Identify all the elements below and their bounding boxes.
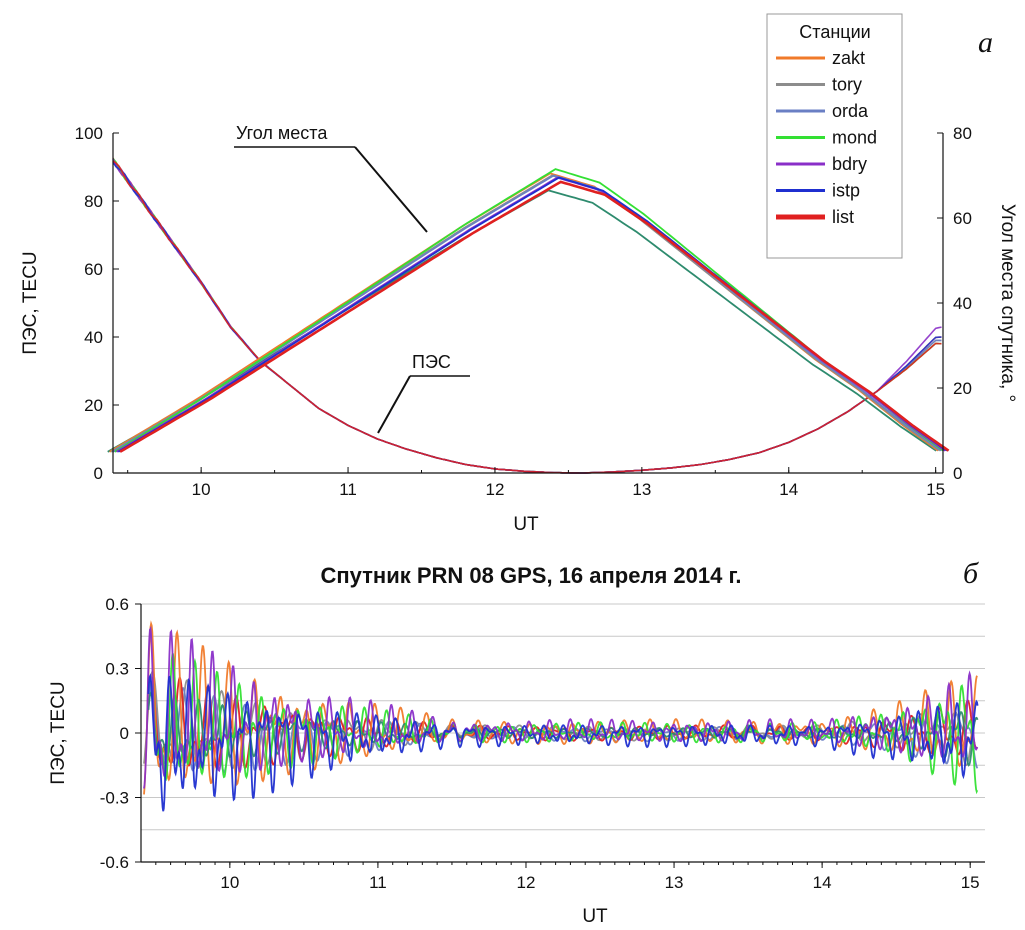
elevation-annotation: Угол места bbox=[234, 123, 428, 233]
elevation-line-list bbox=[119, 180, 950, 453]
y2-tick-label: 60 bbox=[953, 209, 972, 228]
legend-label-mond: mond bbox=[832, 128, 877, 148]
legend-label-orda: orda bbox=[832, 101, 869, 121]
panel-a-label: а bbox=[978, 26, 993, 59]
x-tick-label: 14 bbox=[779, 480, 798, 499]
tec-series-group bbox=[112, 157, 942, 474]
tec-line-list bbox=[112, 160, 942, 474]
y-tick-label: 80 bbox=[84, 192, 103, 211]
y-tick-label: 20 bbox=[84, 396, 103, 415]
x-tick-label-b: 10 bbox=[220, 873, 239, 892]
residual-line-istp bbox=[147, 673, 979, 812]
y-axis-label-b: ПЭС, TECU bbox=[48, 681, 69, 784]
residual-series-group bbox=[143, 620, 979, 812]
x-tick-label: 10 bbox=[192, 480, 211, 499]
y-tick-label: 40 bbox=[84, 328, 103, 347]
y2-tick-label: 20 bbox=[953, 379, 972, 398]
panel-b-label: б bbox=[963, 557, 979, 590]
y-tick-label-b: -0.6 bbox=[100, 853, 129, 872]
x-tick-label-b: 11 bbox=[369, 873, 387, 892]
y2-tick-label: 40 bbox=[953, 294, 972, 313]
x-tick-label: 11 bbox=[339, 480, 357, 499]
x-ticks-b: 10 11 12 13 14 15 bbox=[155, 862, 980, 892]
x-axis-label: UT bbox=[513, 514, 539, 535]
tec-annotation-text: ПЭС bbox=[412, 352, 451, 372]
elevation-series-group bbox=[107, 168, 950, 453]
legend-label-zakt: zakt bbox=[832, 48, 865, 68]
panel-b: Спутник PRN 08 GPS, 16 апреля 2014 г. б … bbox=[48, 557, 985, 927]
x-tick-label-b: 13 bbox=[665, 873, 684, 892]
y2-tick-label: 0 bbox=[953, 464, 962, 483]
y-tick-label-b: 0.6 bbox=[105, 595, 129, 614]
legend-label-bdry: bdry bbox=[832, 154, 867, 174]
y-ticks-left: 0 20 40 60 80 100 bbox=[75, 124, 119, 483]
x-axis-label-b: UT bbox=[582, 906, 608, 927]
legend: Станции zakt tory orda mond bdry istp list bbox=[766, 13, 903, 259]
x-tick-label-b: 12 bbox=[517, 873, 536, 892]
y-tick-label-b: 0.3 bbox=[105, 660, 129, 679]
x-tick-label: 15 bbox=[926, 480, 945, 499]
x-tick-label: 12 bbox=[485, 480, 504, 499]
legend-label-list: list bbox=[832, 207, 854, 227]
y2-axis-label: Угол места спутника, ° bbox=[997, 204, 1018, 402]
y2-tick-label: 80 bbox=[953, 124, 972, 143]
tec-annotation-pointer bbox=[377, 375, 411, 434]
y-tick-label-b: -0.3 bbox=[100, 789, 129, 808]
legend-title: Станции bbox=[799, 22, 870, 42]
elevation-annotation-pointer bbox=[354, 146, 428, 233]
legend-label-tory: tory bbox=[832, 75, 862, 95]
elevation-annotation-text: Угол места bbox=[236, 123, 328, 143]
x-ticks: 10 11 12 13 14 15 bbox=[127, 467, 945, 499]
x-tick-label-b: 14 bbox=[813, 873, 832, 892]
legend-items: zakt tory orda mond bdry istp list bbox=[776, 48, 877, 227]
y-tick-label: 100 bbox=[75, 124, 103, 143]
y-tick-label: 0 bbox=[94, 464, 103, 483]
panel-a: а 10 11 12 13 14 15 0 20 40 60 80 100 0 20 40 60 80 UT… bbox=[20, 13, 1018, 535]
x-tick-label-b: 15 bbox=[961, 873, 980, 892]
chart-title: Спутник PRN 08 GPS, 16 апреля 2014 г. bbox=[320, 563, 741, 588]
y-tick-label: 60 bbox=[84, 260, 103, 279]
y-axis-label: ПЭС, TECU bbox=[20, 251, 41, 354]
tec-annotation: ПЭС bbox=[377, 352, 470, 434]
y-ticks-right: 0 20 40 60 80 bbox=[937, 124, 972, 483]
x-tick-label: 13 bbox=[632, 480, 651, 499]
y-ticks-b: -0.6 -0.3 0 0.3 0.6 bbox=[100, 595, 141, 872]
y-tick-label-b: 0 bbox=[120, 724, 129, 743]
legend-label-istp: istp bbox=[832, 181, 860, 201]
residual-line-bdry bbox=[143, 625, 979, 789]
